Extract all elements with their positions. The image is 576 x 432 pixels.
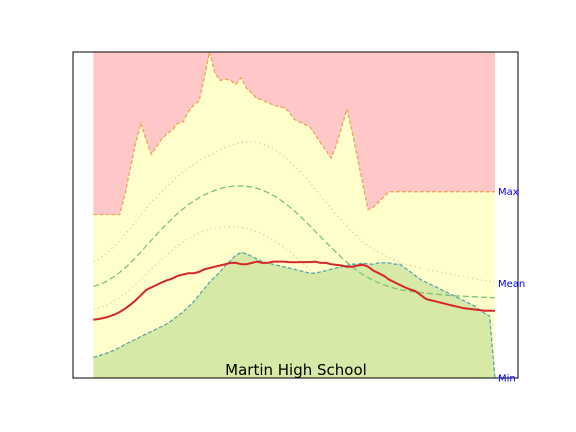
chart-title: Martin High School bbox=[225, 361, 367, 379]
reference-label-max: Max bbox=[498, 187, 519, 198]
reference-label-mean: Mean bbox=[498, 279, 525, 290]
area-layers bbox=[93, 52, 495, 378]
normal-range-area bbox=[93, 52, 495, 378]
reference-labels: Max Mean Min bbox=[498, 187, 525, 384]
record-high-line bbox=[93, 51, 495, 216]
current-year-line bbox=[93, 260, 495, 321]
reference-label-min: Min bbox=[498, 374, 516, 385]
above-record-high-area bbox=[93, 52, 495, 215]
record-low-line bbox=[93, 251, 496, 379]
upper-dotted-line bbox=[93, 141, 496, 283]
series-lines bbox=[93, 51, 496, 379]
plot-frame bbox=[72, 51, 519, 379]
below-record-low-area bbox=[93, 252, 495, 378]
mean-dashed-line bbox=[93, 185, 495, 299]
